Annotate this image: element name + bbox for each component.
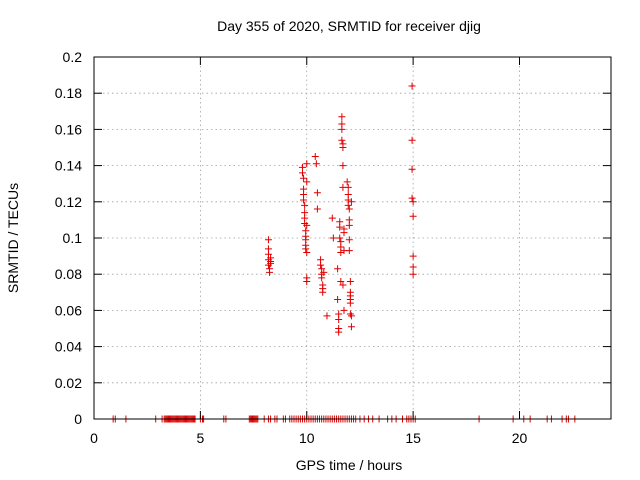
data-point bbox=[345, 221, 353, 229]
data-point bbox=[346, 299, 354, 307]
data-point bbox=[336, 223, 344, 231]
data-point bbox=[319, 288, 327, 296]
data-point bbox=[303, 178, 311, 186]
data-point bbox=[334, 265, 342, 273]
data-point bbox=[323, 312, 331, 320]
x-tick-label: 0 bbox=[90, 430, 98, 446]
data-point bbox=[408, 194, 416, 202]
data-point bbox=[408, 136, 416, 144]
data-point bbox=[339, 144, 347, 151]
y-tick-label: 0.04 bbox=[55, 339, 82, 355]
data-point bbox=[303, 277, 311, 285]
data-point bbox=[337, 277, 345, 285]
data-point bbox=[347, 323, 355, 331]
y-tick-label: 0.02 bbox=[55, 375, 82, 391]
y-tick-label: 0.16 bbox=[55, 121, 82, 137]
data-point bbox=[300, 196, 308, 204]
data-point bbox=[311, 153, 319, 161]
x-axis-label: GPS time / hours bbox=[296, 457, 403, 473]
data-point bbox=[267, 259, 275, 267]
data-point bbox=[318, 274, 326, 282]
y-tick-label: 0.2 bbox=[63, 49, 83, 65]
data-point bbox=[339, 162, 347, 170]
data-point bbox=[312, 160, 320, 168]
data-point bbox=[334, 296, 342, 304]
data-point bbox=[303, 248, 311, 256]
data-point bbox=[345, 236, 353, 244]
data-point bbox=[345, 205, 353, 213]
data-point bbox=[347, 198, 355, 206]
data-point bbox=[303, 160, 311, 168]
x-tick-label: 20 bbox=[512, 430, 528, 446]
data-point bbox=[409, 263, 417, 271]
y-tick-label: 0.14 bbox=[55, 158, 82, 174]
data-point bbox=[338, 125, 346, 133]
data-point bbox=[338, 113, 346, 121]
data-point bbox=[339, 281, 347, 289]
data-point bbox=[300, 174, 308, 182]
y-tick-label: 0.1 bbox=[63, 230, 83, 246]
data-point bbox=[345, 247, 353, 255]
grid-lines bbox=[94, 57, 611, 419]
data-point bbox=[337, 248, 345, 256]
chart-title: Day 355 of 2020, SRMTID for receiver dji… bbox=[217, 18, 481, 34]
y-tick-label: 0.08 bbox=[55, 266, 82, 282]
x-tick-label: 15 bbox=[405, 430, 421, 446]
data-point bbox=[335, 315, 343, 323]
data-point bbox=[313, 189, 321, 197]
data-point bbox=[409, 212, 417, 220]
data-point bbox=[346, 310, 354, 318]
data-point bbox=[320, 268, 328, 276]
data-point bbox=[340, 306, 348, 314]
data-point bbox=[328, 214, 336, 222]
data-point bbox=[408, 165, 416, 173]
data-point bbox=[343, 178, 351, 186]
data-point bbox=[409, 252, 417, 260]
data-point bbox=[313, 205, 321, 213]
data-point bbox=[266, 268, 274, 276]
data-point bbox=[408, 82, 416, 90]
data-points bbox=[109, 82, 579, 423]
y-tick-label: 0 bbox=[74, 411, 82, 427]
y-tick-label: 0.18 bbox=[55, 85, 82, 101]
y-tick-label: 0.06 bbox=[55, 302, 82, 318]
axis-ticks: 0 0.02 0.04 0.06 0.08 0.1 0.12 0.14 0.16 0.18 0.2 0… bbox=[55, 49, 611, 446]
data-point bbox=[346, 277, 354, 285]
data-point bbox=[301, 201, 309, 209]
data-point bbox=[344, 201, 352, 209]
data-point bbox=[347, 312, 355, 320]
x-tick-label: 10 bbox=[299, 430, 315, 446]
data-point bbox=[303, 221, 311, 229]
data-point bbox=[409, 198, 417, 206]
data-point bbox=[340, 229, 348, 237]
x-tick-label: 5 bbox=[196, 430, 204, 446]
data-point bbox=[338, 136, 346, 144]
data-point bbox=[409, 270, 417, 278]
data-point bbox=[335, 328, 343, 336]
data-point bbox=[344, 183, 352, 191]
data-point bbox=[302, 245, 310, 253]
data-point bbox=[336, 234, 344, 242]
data-point bbox=[317, 261, 325, 269]
y-tick-label: 0.12 bbox=[55, 194, 82, 210]
data-point bbox=[329, 234, 337, 242]
y-axis-label: SRMTID / TECUs bbox=[5, 183, 21, 293]
data-point bbox=[299, 169, 307, 177]
data-point bbox=[264, 236, 272, 244]
